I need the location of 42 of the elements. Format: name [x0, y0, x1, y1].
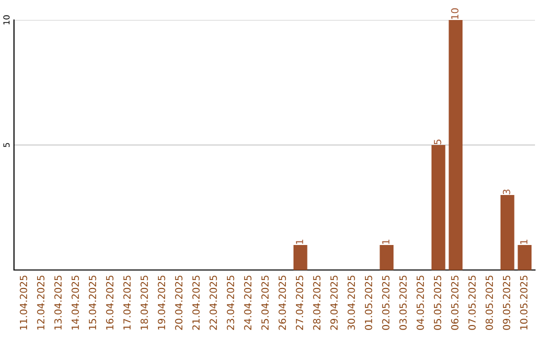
- bar: [518, 245, 532, 270]
- data-label: 5: [434, 140, 442, 144]
- x-tick-label: 16.04.2025: [106, 276, 114, 330]
- bar: [293, 245, 308, 270]
- x-tick-label: 20.04.2025: [175, 276, 182, 330]
- data-label: 3: [502, 190, 510, 194]
- data-label: 1: [296, 240, 304, 244]
- x-tick-label: 25.04.2025: [261, 276, 269, 330]
- data-label: 10: [451, 8, 458, 19]
- x-tick-label: 04.05.2025: [416, 276, 424, 330]
- x-tick-label: 27.04.2025: [296, 276, 304, 330]
- x-tick-label: 10.05.2025: [520, 276, 528, 330]
- bar: [448, 20, 463, 270]
- x-tick-label: 12.04.2025: [37, 276, 44, 330]
- x-tick-label: 21.04.2025: [192, 276, 200, 330]
- x-tick-label: 11.04.2025: [20, 276, 28, 330]
- x-tick-label: 18.04.2025: [140, 276, 148, 330]
- x-tick-label: 13.04.2025: [54, 276, 62, 330]
- x-tick-label: 02.05.2025: [382, 276, 390, 330]
- x-tick-label: 09.05.2025: [502, 276, 510, 330]
- x-tick-label: 08.05.2025: [486, 276, 493, 330]
- bar: [380, 245, 394, 270]
- x-tick-label: 22.04.2025: [210, 276, 217, 330]
- x-tick-label: 06.05.2025: [451, 276, 458, 330]
- x-tick-label: 14.04.2025: [72, 276, 79, 330]
- x-tick-label: 24.04.2025: [244, 276, 252, 330]
- x-tick-label: 01.05.2025: [364, 276, 372, 330]
- data-label: 1: [520, 240, 528, 244]
- x-tick-label: 07.05.2025: [468, 276, 476, 330]
- x-tick-label: 30.04.2025: [348, 276, 355, 330]
- x-tick-label: 17.04.2025: [123, 276, 131, 330]
- x-tick-label: 28.04.2025: [313, 276, 320, 330]
- data-label: 1: [382, 240, 390, 244]
- x-tick-label: 19.04.2025: [158, 276, 166, 330]
- x-tick-label: 15.04.2025: [88, 276, 96, 330]
- x-tick-label: 29.04.2025: [330, 276, 338, 330]
- x-tick-label: 26.04.2025: [278, 276, 286, 330]
- bar: [431, 145, 446, 270]
- bar: [500, 195, 514, 270]
- x-tick-label: 23.04.2025: [226, 276, 234, 330]
- x-tick-label: 05.05.2025: [434, 276, 442, 330]
- x-tick-label: 03.05.2025: [399, 276, 407, 330]
